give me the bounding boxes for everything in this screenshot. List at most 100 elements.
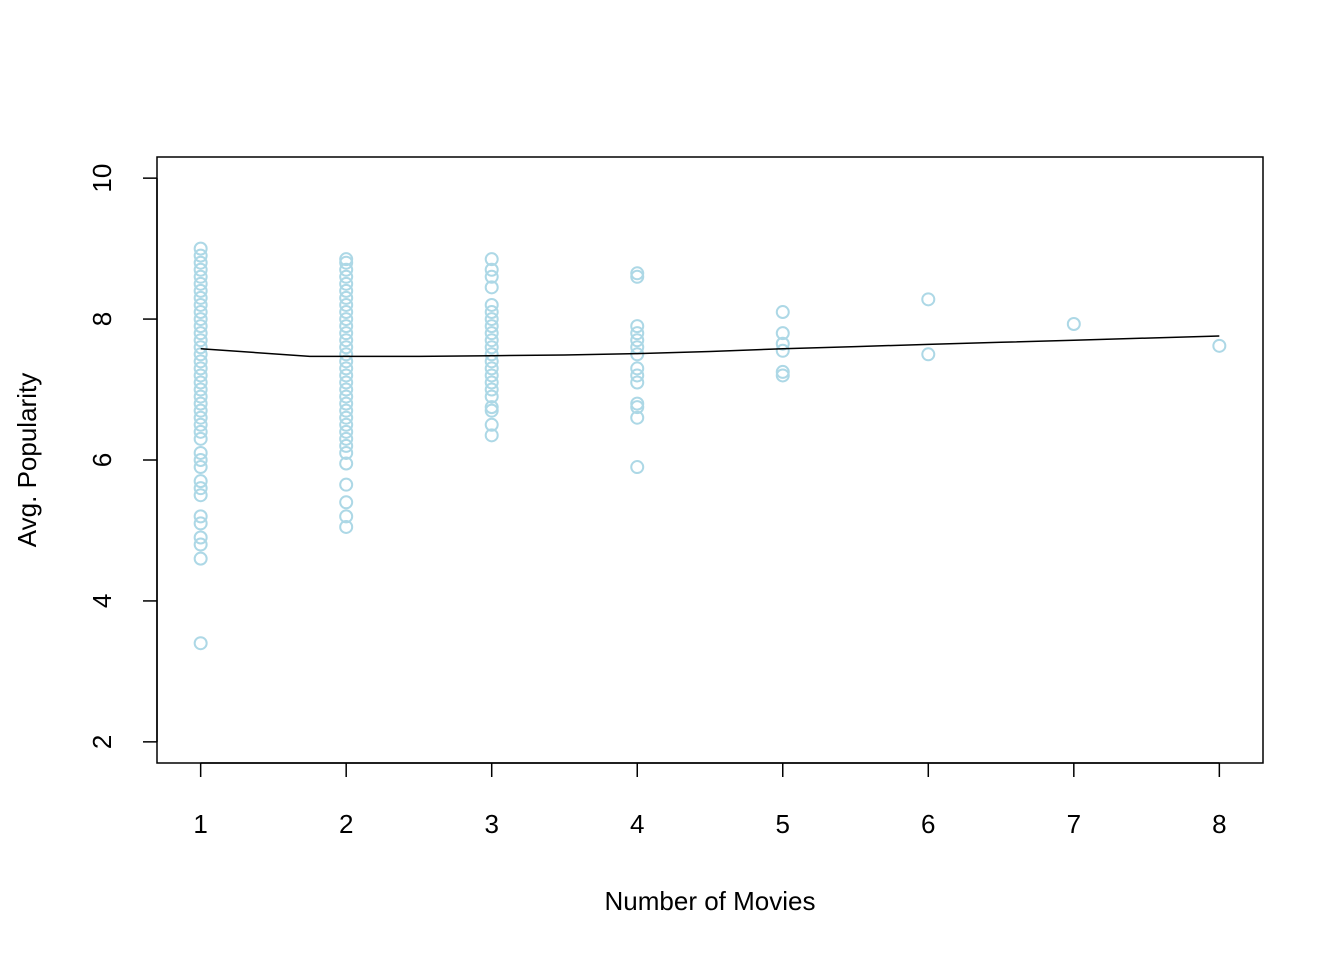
data-point <box>339 438 354 453</box>
data-point <box>339 354 354 369</box>
data-point <box>484 326 499 341</box>
data-point <box>484 368 499 383</box>
data-point <box>630 460 645 475</box>
data-point <box>193 474 208 489</box>
data-point <box>339 333 354 348</box>
y-tick-label: 10 <box>87 164 117 193</box>
data-point <box>193 509 208 524</box>
data-point <box>339 340 354 355</box>
x-tick-label: 6 <box>921 809 935 839</box>
data-point <box>193 326 208 341</box>
data-point <box>193 269 208 284</box>
data-point <box>484 262 499 277</box>
data-point <box>193 241 208 256</box>
data-point <box>484 252 499 267</box>
data-point <box>193 403 208 418</box>
data-point <box>339 262 354 277</box>
data-point <box>484 269 499 284</box>
data-point <box>339 389 354 404</box>
data-point <box>193 396 208 411</box>
data-point <box>775 368 790 383</box>
data-point <box>339 368 354 383</box>
data-point <box>630 361 645 376</box>
data-point <box>193 340 208 355</box>
data-point <box>193 368 208 383</box>
data-point <box>775 336 790 351</box>
data-point <box>630 333 645 348</box>
data-point <box>193 305 208 320</box>
data-point <box>193 255 208 270</box>
data-point <box>193 248 208 263</box>
plot-frame <box>156 156 1264 764</box>
data-point <box>921 292 936 307</box>
data-point <box>339 361 354 376</box>
x-axis-label: Number of Movies <box>605 886 816 916</box>
y-axis-label: Avg. Popularity <box>12 373 42 547</box>
y-tick-label: 6 <box>87 453 117 467</box>
y-tick-label: 4 <box>87 594 117 608</box>
data-point <box>630 368 645 383</box>
trend-line <box>200 335 1220 358</box>
data-point <box>193 290 208 305</box>
data-point <box>484 333 499 348</box>
data-point <box>339 417 354 432</box>
data-point <box>193 410 208 425</box>
data-point <box>339 319 354 334</box>
data-point <box>339 424 354 439</box>
data-point <box>339 477 354 492</box>
data-point <box>193 283 208 298</box>
data-point <box>484 361 499 376</box>
x-axis: 1 2 3 4 5 6 7 8 <box>193 762 1227 839</box>
data-point <box>484 319 499 334</box>
data-point <box>339 382 354 397</box>
data-point <box>630 400 645 415</box>
data-point <box>339 519 354 534</box>
data-point <box>193 417 208 432</box>
x-tick-label: 7 <box>1067 809 1081 839</box>
data-point <box>193 530 208 545</box>
data-point <box>484 340 499 355</box>
y-axis: 2 4 6 8 10 <box>87 164 158 749</box>
x-tick-label: 8 <box>1212 809 1226 839</box>
data-point <box>193 333 208 348</box>
data-point <box>339 396 354 411</box>
data-point <box>193 347 208 362</box>
data-point <box>193 312 208 327</box>
data-point <box>339 375 354 390</box>
data-point <box>484 280 499 295</box>
trend-line-layer <box>200 335 1220 358</box>
data-point <box>775 326 790 341</box>
x-tick-label: 4 <box>630 809 644 839</box>
data-point <box>339 276 354 291</box>
data-point <box>193 319 208 334</box>
data-point <box>193 354 208 369</box>
data-point <box>630 326 645 341</box>
data-point <box>484 297 499 312</box>
data-point <box>193 431 208 446</box>
data-point <box>193 276 208 291</box>
data-point <box>193 453 208 467</box>
data-point <box>193 488 208 503</box>
data-point <box>339 269 354 284</box>
data-point <box>484 417 499 432</box>
data-point <box>484 403 499 418</box>
data-point <box>630 269 645 284</box>
data-point <box>775 305 790 320</box>
data-point <box>775 343 790 358</box>
data-point <box>339 431 354 446</box>
data-point <box>339 410 354 425</box>
data-point <box>339 283 354 298</box>
data-point <box>339 403 354 418</box>
data-point <box>339 305 354 320</box>
data-point <box>193 389 208 404</box>
data-point <box>193 262 208 277</box>
data-point <box>484 347 499 362</box>
data-point <box>193 551 208 566</box>
data-point <box>484 375 499 390</box>
data-point <box>193 460 208 475</box>
data-point <box>484 389 499 404</box>
data-point <box>193 636 208 651</box>
data-point <box>630 410 645 425</box>
